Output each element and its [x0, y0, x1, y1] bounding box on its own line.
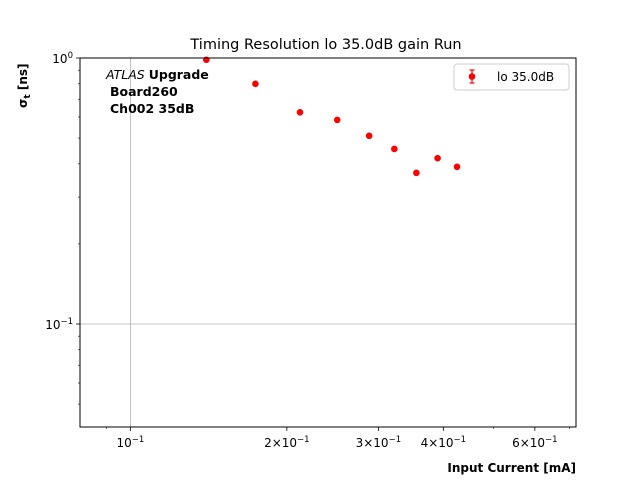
- legend-label: lo 35.0dB: [497, 70, 554, 84]
- y-tick-label-exponent: −1: [60, 317, 73, 327]
- legend-marker: [468, 73, 476, 80]
- y-axis-label: σt [ns]: [16, 63, 33, 108]
- x-axis-ticks: 10−1 2×10−1 3×10−1 4×10−1 6×10−1: [116, 427, 558, 450]
- x-tick-label-base: 6×10: [512, 436, 545, 450]
- x-axis-label: Input Current [mA]: [447, 461, 576, 475]
- data-point: [413, 169, 420, 177]
- legend-box: [453, 63, 570, 91]
- x-tick-label: 2×10−1: [264, 435, 310, 450]
- x-tick-label-base: 3×10: [356, 436, 389, 450]
- x-tick-label-exponent: −1: [389, 435, 402, 445]
- x-tick-label-exponent: −1: [545, 435, 558, 445]
- x-tick-label-exponent: −1: [297, 435, 310, 445]
- y-tick-label-base: 10: [45, 318, 60, 332]
- plot-frame: [79, 57, 577, 428]
- y-tick-label-base: 10: [52, 52, 67, 66]
- annotation-atlas: ATLAS: [105, 67, 145, 82]
- y-tick-label: 100: [52, 51, 73, 66]
- data-point: [453, 163, 461, 171]
- annotation-line1: ATLAS Upgrade: [105, 67, 209, 82]
- x-tick-label: 10−1: [116, 435, 144, 450]
- annotation-upgrade: Upgrade: [149, 67, 209, 82]
- legend: lo 35.0dB: [453, 63, 570, 91]
- x-tick-label-exponent: −1: [132, 435, 145, 445]
- y-tick-label-exponent: 0: [68, 51, 73, 61]
- x-tick-label-base: 4×10: [421, 436, 454, 450]
- annotation-channel: Ch002 35dB: [110, 101, 194, 116]
- data-point: [434, 154, 441, 162]
- y-axis-label-sigma: σ: [16, 99, 30, 108]
- x-tick-label-exponent: −1: [454, 435, 467, 445]
- y-axis-label-unit: [ns]: [16, 63, 30, 90]
- chart-title: Timing Resolution lo 35.0dB gain Run: [189, 37, 461, 53]
- x-tick-label: 4×10−1: [421, 435, 467, 450]
- data-point: [296, 108, 304, 116]
- data-point: [391, 145, 398, 153]
- data-points: [203, 56, 461, 177]
- data-point: [203, 56, 210, 64]
- data-point: [365, 132, 373, 140]
- x-tick-label-base: 10: [116, 436, 131, 450]
- data-point: [252, 80, 259, 88]
- y-axis-label-subscript: t: [23, 94, 33, 99]
- x-tick-label: 6×10−1: [512, 435, 558, 450]
- y-tick-label: 10−1: [45, 317, 73, 332]
- annotation-board: Board260: [110, 84, 178, 99]
- minor-ticks: [78, 69, 570, 429]
- data-point: [333, 116, 341, 124]
- x-tick-label: 3×10−1: [356, 435, 402, 450]
- x-tick-label-base: 2×10: [264, 436, 297, 450]
